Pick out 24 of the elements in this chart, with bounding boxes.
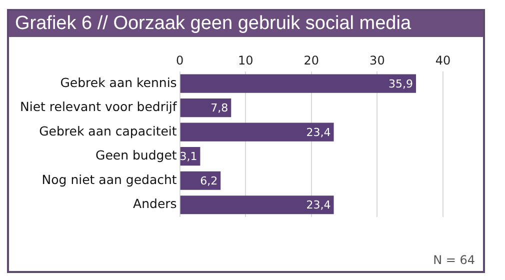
y-tick-label: Gebrek aan kennis bbox=[60, 74, 177, 90]
data-label: 35,9 bbox=[388, 77, 414, 90]
y-tick-label: Gebrek aan capaciteit bbox=[39, 123, 177, 138]
data-label: 23,4 bbox=[306, 126, 331, 139]
data-label: 23,4 bbox=[306, 198, 331, 212]
bar bbox=[180, 171, 221, 190]
x-tick-label: 20 bbox=[304, 53, 320, 68]
x-tick-label: 30 bbox=[370, 53, 385, 68]
y-tick-label: Geen budget bbox=[96, 148, 177, 163]
y-tick-label: Anders bbox=[133, 196, 177, 212]
bar bbox=[180, 196, 334, 214]
y-tick-label: Nog niet aan gedacht bbox=[42, 172, 177, 187]
x-tick-label: 40 bbox=[435, 53, 451, 68]
bar bbox=[180, 98, 232, 118]
text: N = 64 bbox=[433, 253, 475, 267]
data-label: 3,1 bbox=[180, 150, 198, 164]
bar bbox=[180, 74, 416, 93]
chart-title: Grafiek 6 // Oorzaak geen gebruik social media bbox=[9, 11, 483, 37]
x-tick-label: 10 bbox=[238, 53, 254, 68]
x-tick-label: 0 bbox=[176, 53, 184, 68]
data-label: 6,2 bbox=[200, 174, 218, 188]
data-label: 7,8 bbox=[210, 102, 228, 115]
y-tick-label: Niet relevant voor bedrijf bbox=[20, 99, 178, 114]
bar bbox=[180, 122, 334, 142]
